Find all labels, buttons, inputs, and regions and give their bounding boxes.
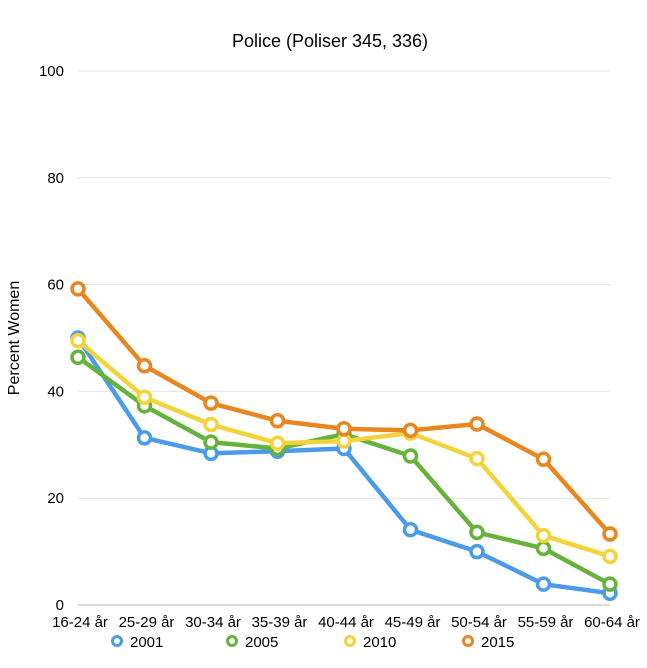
y-tick-label: 100 [39,63,64,80]
x-tick-label: 40-44 år [318,614,374,631]
data-point-2005 [402,448,419,464]
y-tick-label: 0 [56,597,64,614]
x-tick-label: 45-49 år [385,614,441,631]
y-tick-labels: 0 20 40 60 80 100 [39,63,64,614]
x-tick-label: 50-54 år [451,614,507,631]
legend-label: 2001 [130,634,163,651]
y-tick-label: 40 [47,383,64,400]
legend-marker-2015 [462,635,474,647]
data-point-2010 [269,435,286,451]
data-point-2005 [70,349,86,365]
data-point-2015 [136,358,153,374]
data-point-2015 [402,422,419,439]
data-point-2015 [70,281,86,297]
data-point-2005 [602,576,618,592]
chart-title: Police (Poliser 345, 336) [232,31,428,51]
data-point-2010 [136,389,153,406]
legend: 2001 2005 2010 2015 [111,634,514,651]
data-point-2010 [602,548,618,565]
data-point-2015 [602,526,618,542]
x-tick-label: 30-34 år [185,614,241,631]
y-axis-label: Percent Women [6,281,23,395]
data-point-2005 [469,524,485,541]
legend-label: 2010 [363,634,396,651]
data-point-2010 [535,527,552,544]
legend-marker-2010 [344,635,356,647]
data-point-2015 [203,395,219,411]
data-point-2010 [469,450,485,467]
data-point-2010 [70,332,86,349]
y-tick-label: 60 [47,277,64,294]
data-point-2005 [535,540,552,557]
data-point-2001 [535,576,552,592]
data-point-2001 [136,430,153,446]
data-point-2010 [336,433,352,449]
legend-label: 2015 [481,634,514,651]
data-point-2015 [469,416,485,432]
x-tick-label: 16-24 år [52,614,108,631]
series-line-2001 [75,335,613,596]
legend-marker-2001 [111,635,123,647]
y-tick-label: 20 [47,490,64,507]
data-point-2015 [269,413,286,429]
data-point-2005 [203,434,219,450]
data-point-2001 [402,521,419,538]
series-lines [70,281,618,602]
legend-label: 2005 [245,634,278,651]
legend-marker-2005 [226,635,238,647]
data-point-2010 [203,416,219,433]
gridlines [78,70,610,606]
data-point-2015 [535,451,552,467]
x-tick-labels: 16-24 år 25-29 år 30-34 år 35-39 år 40-44 år… [52,614,640,631]
data-point-2001 [469,543,485,560]
data-point-2015 [336,421,352,437]
x-tick-label: 25-29 år [119,614,175,631]
x-tick-label: 55-59 år [518,614,574,631]
x-tick-label: 35-39 år [252,614,308,631]
y-tick-label: 80 [47,170,64,187]
x-tick-label: 60-64 år [584,614,640,631]
